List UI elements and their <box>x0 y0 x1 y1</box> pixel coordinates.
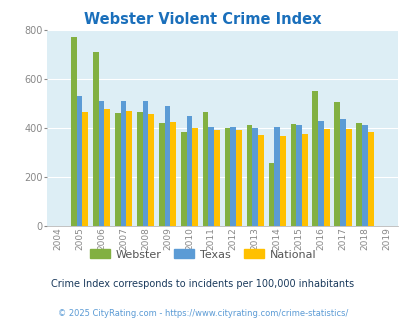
Text: Crime Index corresponds to incidents per 100,000 inhabitants: Crime Index corresponds to incidents per… <box>51 279 354 289</box>
Bar <box>224 128 230 226</box>
Bar <box>93 52 98 226</box>
Bar <box>208 127 213 226</box>
Bar <box>339 119 345 226</box>
Bar <box>258 135 263 226</box>
Bar <box>126 111 132 226</box>
Bar <box>356 123 361 226</box>
Bar <box>367 132 373 226</box>
Bar <box>202 112 208 226</box>
Bar <box>170 122 175 226</box>
Bar <box>334 102 339 226</box>
Bar <box>115 113 120 226</box>
Bar <box>252 128 258 226</box>
Bar <box>120 101 126 226</box>
Bar <box>230 127 236 226</box>
Bar <box>213 130 220 226</box>
Bar <box>301 134 307 226</box>
Bar <box>274 127 279 226</box>
Bar <box>323 129 329 226</box>
Bar <box>268 163 274 226</box>
Bar <box>290 124 296 226</box>
Bar <box>246 125 252 226</box>
Bar <box>192 128 197 226</box>
Text: Webster Violent Crime Index: Webster Violent Crime Index <box>84 12 321 26</box>
Bar <box>312 91 318 226</box>
Bar <box>148 115 153 226</box>
Bar <box>180 132 186 226</box>
Bar <box>71 37 77 226</box>
Bar <box>186 115 192 226</box>
Bar <box>164 106 170 226</box>
Bar <box>236 130 241 226</box>
Legend: Webster, Texas, National: Webster, Texas, National <box>85 245 320 264</box>
Bar <box>158 123 164 226</box>
Bar <box>296 125 301 226</box>
Bar <box>345 129 351 226</box>
Bar <box>82 112 88 226</box>
Bar <box>361 125 367 226</box>
Bar <box>98 101 104 226</box>
Bar <box>142 101 148 226</box>
Bar <box>77 96 82 226</box>
Bar <box>136 112 142 226</box>
Bar <box>279 137 285 226</box>
Bar <box>104 110 110 226</box>
Bar <box>318 120 323 226</box>
Text: © 2025 CityRating.com - https://www.cityrating.com/crime-statistics/: © 2025 CityRating.com - https://www.city… <box>58 309 347 317</box>
